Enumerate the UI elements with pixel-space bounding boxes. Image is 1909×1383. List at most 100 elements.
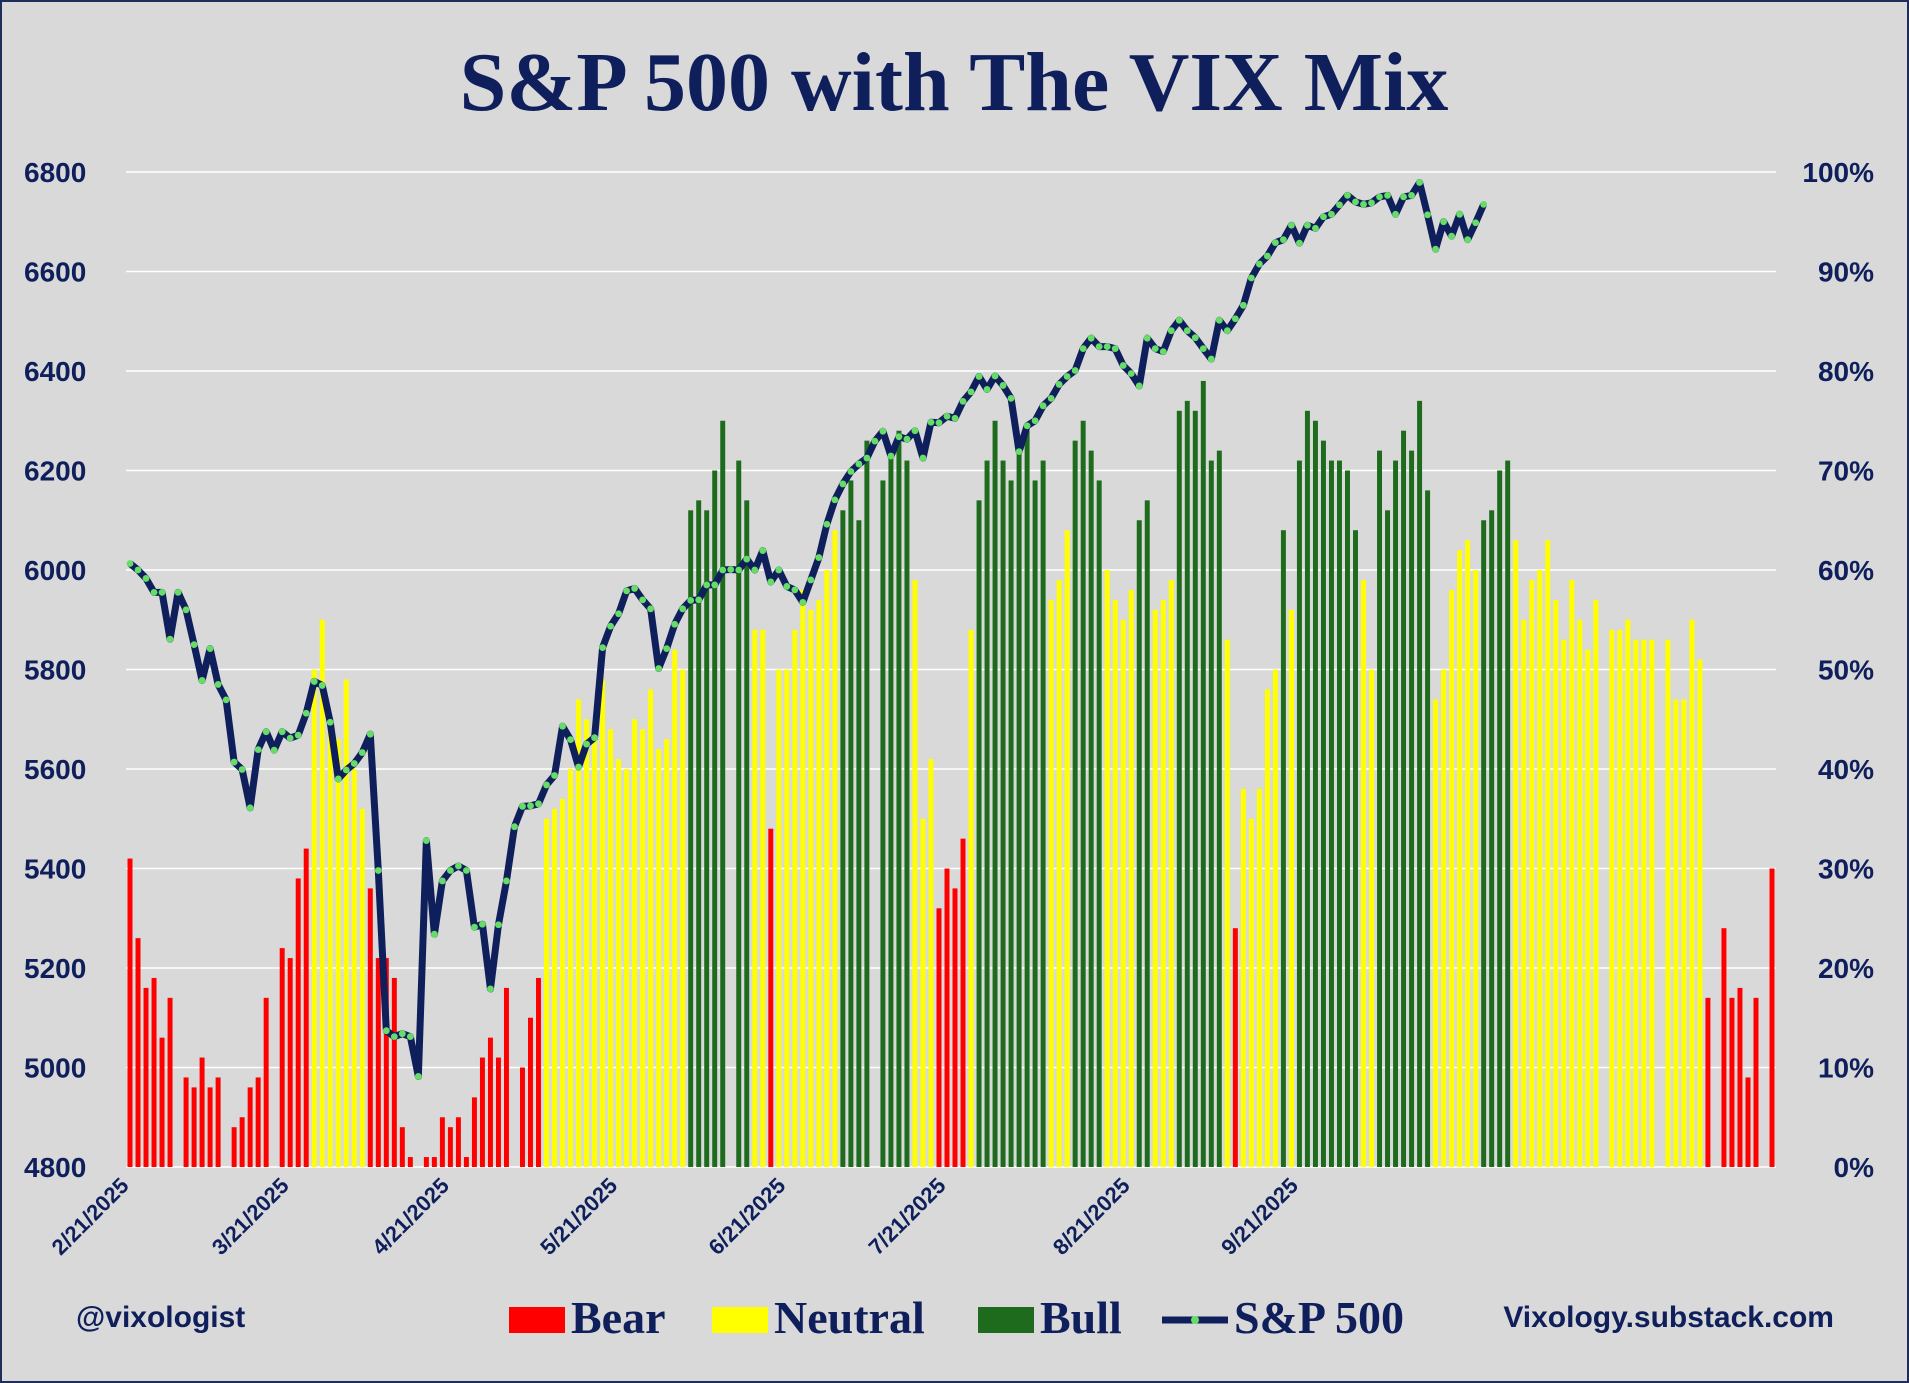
sp500-point xyxy=(374,867,382,874)
bar-bull xyxy=(1176,410,1182,1167)
bar-bull xyxy=(704,510,710,1167)
sp500-point xyxy=(1448,232,1456,240)
sp500-point xyxy=(446,867,454,874)
sp500-point xyxy=(1055,381,1063,388)
sp500-point xyxy=(647,605,655,613)
sp500-point xyxy=(1408,191,1415,199)
bar-neutral xyxy=(351,769,357,1167)
right-tick-label: 90% xyxy=(1818,257,1874,288)
bar-bull xyxy=(1336,460,1342,1167)
bar-bear xyxy=(1745,1077,1751,1167)
sp500-point xyxy=(286,734,294,742)
bar-neutral xyxy=(311,669,317,1167)
sp500-point xyxy=(1223,327,1231,335)
sp500-point xyxy=(1328,210,1335,218)
bar-bear xyxy=(367,888,373,1167)
bar-bull xyxy=(1497,470,1503,1167)
sp500-point xyxy=(1095,343,1103,351)
bar-bull xyxy=(888,450,894,1168)
bar-neutral xyxy=(544,818,549,1167)
bar-neutral xyxy=(832,530,838,1167)
sp500-point xyxy=(631,585,639,592)
bar-bull xyxy=(1425,490,1431,1167)
bar-neutral xyxy=(680,669,686,1167)
bar-neutral xyxy=(1264,689,1270,1167)
bar-bull xyxy=(1417,400,1423,1168)
bar-bear xyxy=(1753,997,1759,1167)
sp500-point xyxy=(382,1027,390,1035)
bar-neutral xyxy=(1465,540,1471,1167)
sp500-point xyxy=(1384,191,1391,199)
sp500-point xyxy=(422,837,430,845)
bar-bull xyxy=(1136,520,1142,1167)
bar-neutral xyxy=(776,669,782,1167)
sp500-point xyxy=(615,610,622,618)
sp500-point xyxy=(775,566,783,574)
bar-neutral xyxy=(1553,599,1559,1167)
sp500-point xyxy=(1344,191,1351,199)
sp500-point xyxy=(334,775,342,783)
x-tick-label: 2/21/2025 xyxy=(47,1173,134,1260)
sp500-point xyxy=(1111,345,1119,353)
sp500-point xyxy=(302,709,310,717)
right-axis: 100% 90% 80% 70% 60% 50% 40% 30% 20% 10% 0% xyxy=(1802,157,1874,1183)
bar-neutral xyxy=(1689,619,1695,1167)
bar-neutral xyxy=(568,769,574,1167)
bar-bull xyxy=(1000,460,1006,1167)
bar-neutral xyxy=(1064,530,1070,1167)
bar-bear xyxy=(407,1157,413,1167)
sp500-point xyxy=(623,587,630,595)
legend-swatch-neutral xyxy=(712,1307,768,1333)
left-axis: 6800 6600 6400 6200 6000 5800 5600 5400 5200 5000… xyxy=(24,157,86,1183)
sp500-point xyxy=(1047,394,1055,402)
sp500-point xyxy=(1079,345,1087,353)
x-tick-label: 8/21/2025 xyxy=(1048,1173,1135,1260)
sp500-point xyxy=(158,588,166,596)
bar-bear xyxy=(191,1087,197,1167)
sp500-point xyxy=(190,641,198,649)
bar-bear xyxy=(295,878,301,1167)
sp500-point xyxy=(1456,210,1464,218)
sp500-point xyxy=(687,596,695,604)
bar-neutral xyxy=(656,749,662,1167)
sp500-point xyxy=(166,635,174,643)
bar-bull xyxy=(904,460,910,1167)
bar-bull xyxy=(880,480,886,1167)
bar-neutral xyxy=(624,769,630,1167)
bar-bull xyxy=(1409,450,1415,1168)
bar-bear xyxy=(303,848,309,1167)
sp500-point xyxy=(911,427,919,435)
bar-neutral xyxy=(1433,699,1439,1167)
sp500-point xyxy=(430,930,438,938)
bar-bull xyxy=(688,510,694,1167)
bar-neutral xyxy=(1513,540,1519,1167)
credit-right: Vixology.substack.com xyxy=(1503,1301,1834,1334)
bar-neutral xyxy=(1665,639,1671,1167)
bar-neutral xyxy=(560,798,566,1167)
sp500-point xyxy=(1015,448,1023,455)
legend-swatch-bear xyxy=(509,1307,565,1333)
left-tick-label: 5200 xyxy=(24,953,86,984)
sp500-point xyxy=(1215,316,1223,324)
sp500-point xyxy=(1376,193,1383,201)
sp500-point xyxy=(1031,417,1039,425)
sp500-point xyxy=(463,867,470,874)
sp500-line-group xyxy=(126,178,1488,1080)
bar-bull xyxy=(1032,480,1038,1167)
bar-neutral xyxy=(1048,599,1054,1167)
sp500-point xyxy=(543,781,550,789)
bar-bear xyxy=(143,987,149,1167)
sp500-point xyxy=(238,766,246,773)
sp500-point xyxy=(575,763,582,771)
bar-bull xyxy=(1200,380,1206,1167)
sp500-point xyxy=(1263,252,1271,260)
bar-neutral xyxy=(1361,579,1366,1167)
legend-label: Neutral xyxy=(774,1292,925,1343)
bar-neutral xyxy=(1521,619,1527,1167)
bar-neutral xyxy=(808,609,814,1167)
sp500-point xyxy=(983,386,991,393)
bar-neutral xyxy=(1441,669,1447,1167)
bar-bear xyxy=(479,1057,485,1167)
bar-bull xyxy=(736,460,742,1167)
